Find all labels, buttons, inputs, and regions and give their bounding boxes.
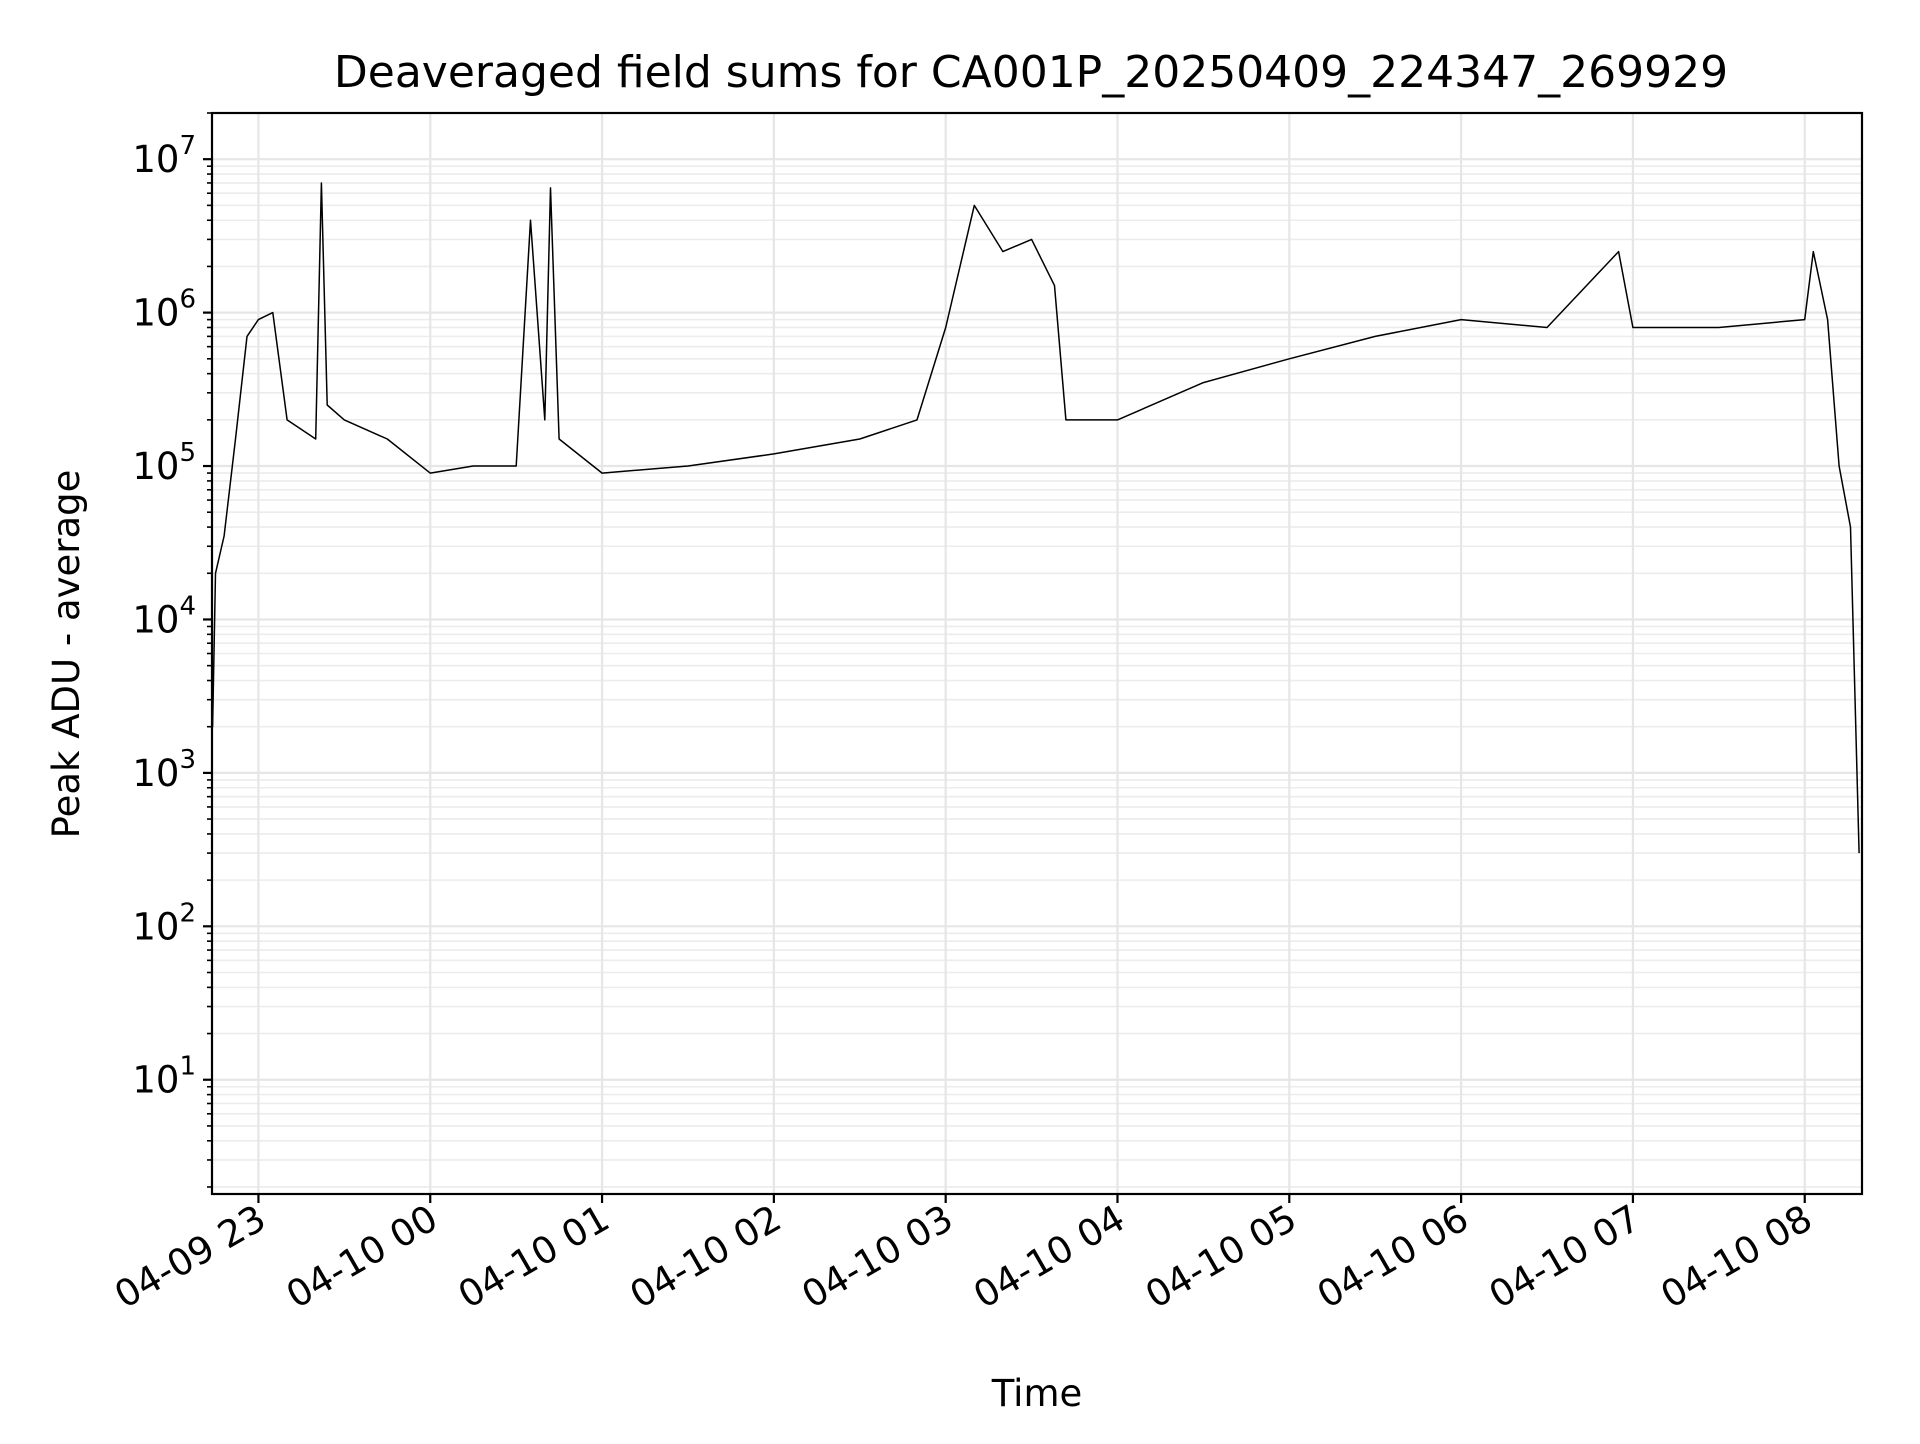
chart-title: Deaveraged field sums for CA001P_2025040… — [334, 47, 1728, 98]
x-axis-label: Time — [991, 1372, 1083, 1415]
grid — [212, 112, 1862, 1194]
series-line — [212, 182, 1860, 854]
y-tick-label: 101 — [132, 1052, 196, 1102]
y-tick-label: 106 — [132, 285, 196, 335]
series-layer — [212, 182, 1860, 854]
y-axis-label: Peak ADU - average — [45, 470, 88, 839]
y-tick-label: 105 — [132, 438, 196, 488]
y-tick-label: 107 — [132, 131, 196, 181]
y-tick-label: 103 — [132, 745, 196, 795]
y-tick-label: 104 — [132, 591, 196, 641]
y-tick-label: 102 — [132, 898, 196, 948]
y-axis: 101 102 103 104 105 106 107 — [132, 112, 212, 1188]
